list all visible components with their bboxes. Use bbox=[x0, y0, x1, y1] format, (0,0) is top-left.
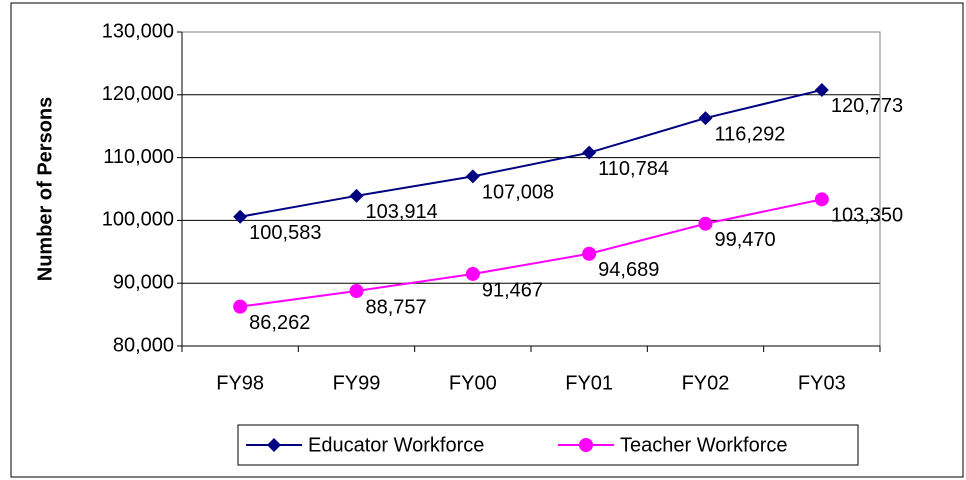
y-tick-label: 80,000 bbox=[113, 334, 174, 356]
marker bbox=[579, 438, 593, 452]
marker bbox=[233, 299, 248, 314]
y-tick-label: 120,000 bbox=[102, 83, 174, 105]
data-label: 110,784 bbox=[598, 158, 669, 180]
data-label: 103,350 bbox=[831, 205, 903, 227]
marker bbox=[814, 192, 829, 207]
marker bbox=[349, 284, 364, 299]
data-label: 88,757 bbox=[366, 296, 427, 318]
marker bbox=[465, 266, 480, 281]
chart-border bbox=[10, 2, 964, 478]
line bbox=[239, 88, 823, 218]
y-tick-label: 110,000 bbox=[103, 146, 174, 168]
legend-box bbox=[237, 424, 859, 466]
data-label: 103,914 bbox=[366, 201, 438, 223]
x-tick-label: FY03 bbox=[798, 372, 846, 394]
marker bbox=[582, 246, 597, 261]
data-label: 91,467 bbox=[482, 279, 543, 301]
x-tick-label: FY00 bbox=[449, 372, 497, 394]
marker bbox=[267, 438, 281, 452]
x-tick-label: FY99 bbox=[333, 372, 381, 394]
legend-label: Educator Workforce bbox=[308, 434, 484, 456]
legend-label: Teacher Workforce bbox=[620, 434, 787, 456]
data-label: 120,773 bbox=[831, 95, 903, 117]
data-label: 94,689 bbox=[598, 259, 659, 281]
x-tick-label: FY02 bbox=[682, 372, 730, 394]
marker bbox=[233, 209, 248, 224]
data-label: 86,262 bbox=[249, 312, 310, 334]
data-label: 116,292 bbox=[715, 123, 786, 145]
marker bbox=[698, 216, 713, 231]
marker bbox=[349, 188, 364, 203]
y-tick-label: 90,000 bbox=[113, 271, 174, 293]
data-label: 100,583 bbox=[249, 222, 321, 244]
marker bbox=[582, 145, 597, 160]
data-label: 107,008 bbox=[482, 182, 554, 204]
x-tick-label: FY01 bbox=[565, 372, 613, 394]
marker bbox=[465, 169, 480, 184]
marker bbox=[698, 111, 713, 126]
marker bbox=[814, 82, 829, 97]
y-tick-label: 130,000 bbox=[102, 20, 174, 42]
x-tick-label: FY98 bbox=[216, 372, 264, 394]
y-axis-label: Number of Persons bbox=[34, 97, 56, 281]
line bbox=[240, 198, 823, 308]
y-tick-label: 100,000 bbox=[102, 209, 174, 231]
data-label: 99,470 bbox=[715, 229, 776, 251]
